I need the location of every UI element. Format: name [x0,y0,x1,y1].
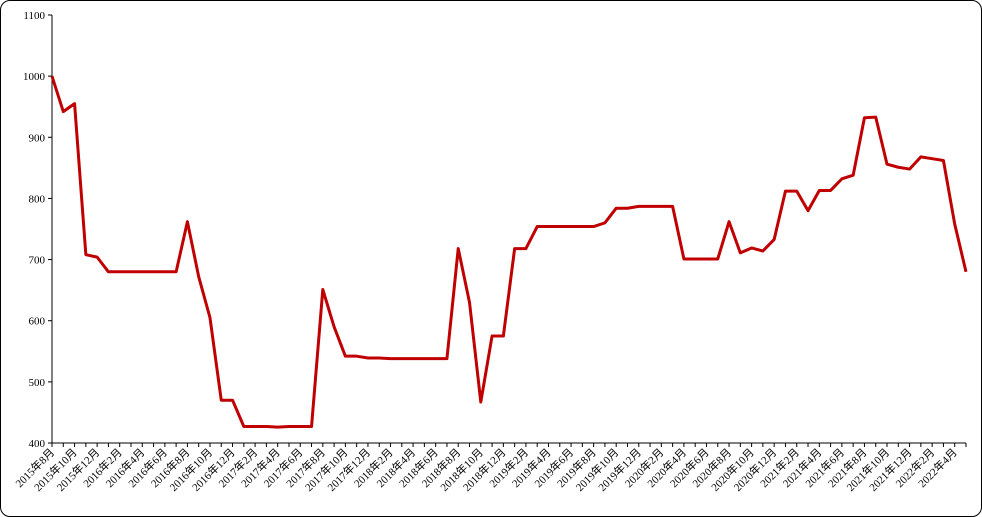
y-tick-label: 1000 [23,71,46,83]
data-line [50,75,968,429]
y-tick-label: 700 [29,255,46,267]
y-tick-label: 500 [29,377,46,389]
y-tick-label: 600 [29,316,46,328]
y-tick-label: 1100 [23,10,45,22]
y-tick-label: 900 [29,132,46,144]
y-tick-label: 400 [29,438,46,450]
y-tick-label: 800 [29,193,46,205]
